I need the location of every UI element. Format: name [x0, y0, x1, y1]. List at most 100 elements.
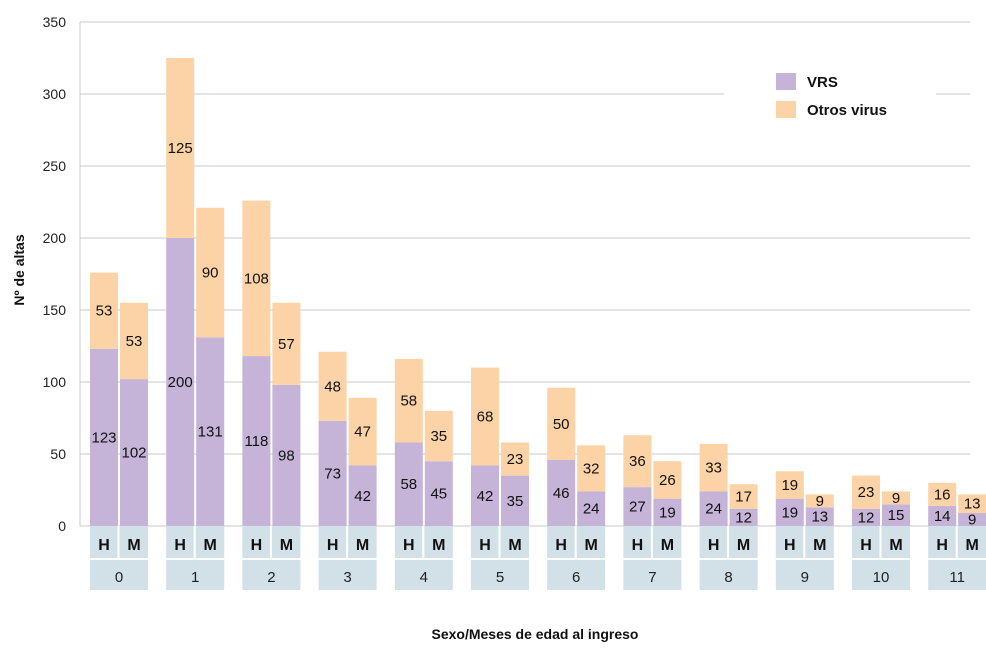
bar-segment-vrs [501, 475, 529, 526]
legend-label-vrs: VRS [807, 74, 838, 91]
data-label: 90 [202, 265, 219, 282]
sex-label: M [813, 537, 826, 554]
bar-segment-vrs [272, 384, 301, 526]
legend-label-otros-virus: Otros virus [807, 102, 887, 119]
bar-segment-otros-virus [775, 471, 804, 499]
month-label: 1 [191, 569, 199, 586]
data-label: 16 [934, 486, 951, 503]
data-label: 19 [781, 477, 798, 494]
bar-segment-otros-virus [318, 351, 347, 421]
data-label: 57 [278, 336, 295, 353]
bar-segment-vrs [882, 504, 910, 526]
data-label: 13 [811, 509, 828, 526]
data-label: 36 [629, 453, 646, 470]
data-label: 50 [553, 416, 570, 433]
data-label: 45 [430, 486, 447, 503]
data-label: 53 [96, 303, 113, 320]
month-label: 6 [572, 569, 580, 586]
data-label: 46 [553, 485, 570, 502]
sex-label: H [479, 537, 491, 554]
bar-segment-vrs [577, 491, 606, 526]
sex-label: H [555, 537, 567, 554]
data-label: 9 [968, 512, 976, 529]
data-label: 19 [659, 504, 676, 521]
sex-label: M [432, 537, 445, 554]
sex-label: H [327, 537, 339, 554]
bar-segment-vrs [471, 465, 499, 526]
bar-segment-otros-virus [729, 484, 758, 509]
y-tick-label: 200 [43, 230, 67, 246]
sex-label: M [356, 537, 369, 554]
sex-label: M [127, 537, 140, 554]
bar-segment-vrs [958, 513, 986, 526]
month-label: 2 [267, 569, 275, 586]
bar-segment-vrs [242, 356, 271, 526]
data-label: 23 [858, 484, 875, 501]
month-label: 7 [648, 569, 656, 586]
bar-segment-otros-virus [120, 302, 148, 380]
sex-label: M [661, 537, 674, 554]
sex-label: H [860, 537, 872, 554]
data-label: 108 [244, 270, 269, 287]
bar-segment-vrs [166, 238, 195, 526]
data-label: 98 [278, 447, 295, 464]
month-label: 4 [420, 569, 428, 586]
bar-segment-otros-virus [348, 397, 377, 466]
month-label: 11 [949, 569, 965, 586]
bar-segment-vrs [729, 508, 758, 526]
data-label: 53 [126, 333, 143, 350]
bar-segment-vrs [318, 420, 347, 526]
sex-label: H [251, 537, 263, 554]
sex-label: M [737, 537, 750, 554]
sex-label: H [174, 537, 186, 554]
bar-segment-otros-virus [166, 58, 195, 238]
bar-segment-vrs [120, 379, 148, 526]
month-label: 10 [873, 569, 890, 586]
data-label: 32 [583, 460, 600, 477]
bar-segment-vrs [424, 461, 453, 526]
y-tick-label: 100 [43, 374, 67, 390]
data-label: 58 [400, 393, 417, 410]
bar-segment-vrs [653, 498, 682, 526]
sex-label: M [889, 537, 902, 554]
data-label: 33 [705, 460, 722, 477]
bar-segment-otros-virus [852, 475, 880, 509]
sex-label: M [280, 537, 293, 554]
bar-segment-vrs [928, 505, 957, 526]
bar-segment-otros-virus [272, 302, 301, 385]
data-label: 123 [91, 429, 116, 446]
data-label: 27 [629, 499, 646, 516]
bar-segment-vrs [623, 487, 652, 526]
legend-background [724, 60, 936, 130]
sex-label: H [632, 537, 644, 554]
bars: 123 53 102 53 200 125 131 90 118 108 98 57 73 48 42 47 5… [90, 58, 986, 529]
data-label: 9 [892, 490, 900, 507]
sex-label: H [784, 537, 796, 554]
data-label: 68 [477, 409, 494, 426]
bar-segment-otros-virus [577, 445, 606, 492]
bar-segment-otros-virus [623, 435, 652, 488]
bar-segment-vrs [348, 465, 377, 526]
y-axis-title: Nº de altas [11, 234, 27, 305]
bar-segment-otros-virus [394, 358, 423, 443]
data-label: 24 [583, 501, 600, 518]
data-label: 102 [121, 445, 146, 462]
bar-segment-otros-virus [196, 207, 225, 338]
data-label: 24 [705, 501, 722, 518]
y-tick-label: 150 [43, 302, 67, 318]
sex-label: H [403, 537, 415, 554]
sex-label: H [708, 537, 720, 554]
bar-segment-otros-virus [547, 387, 576, 460]
bar-segment-vrs [699, 491, 728, 526]
bar-segment-vrs [852, 508, 880, 526]
legend-swatch-otros-virus [776, 101, 796, 118]
legend-swatch-vrs [776, 73, 796, 90]
data-label: 9 [816, 493, 824, 510]
sex-label: M [966, 537, 979, 554]
sex-label: M [204, 537, 217, 554]
data-label: 12 [858, 509, 875, 526]
bar-segment-otros-virus [501, 442, 529, 476]
sex-label: M [508, 537, 521, 554]
sex-label: H [936, 537, 948, 554]
